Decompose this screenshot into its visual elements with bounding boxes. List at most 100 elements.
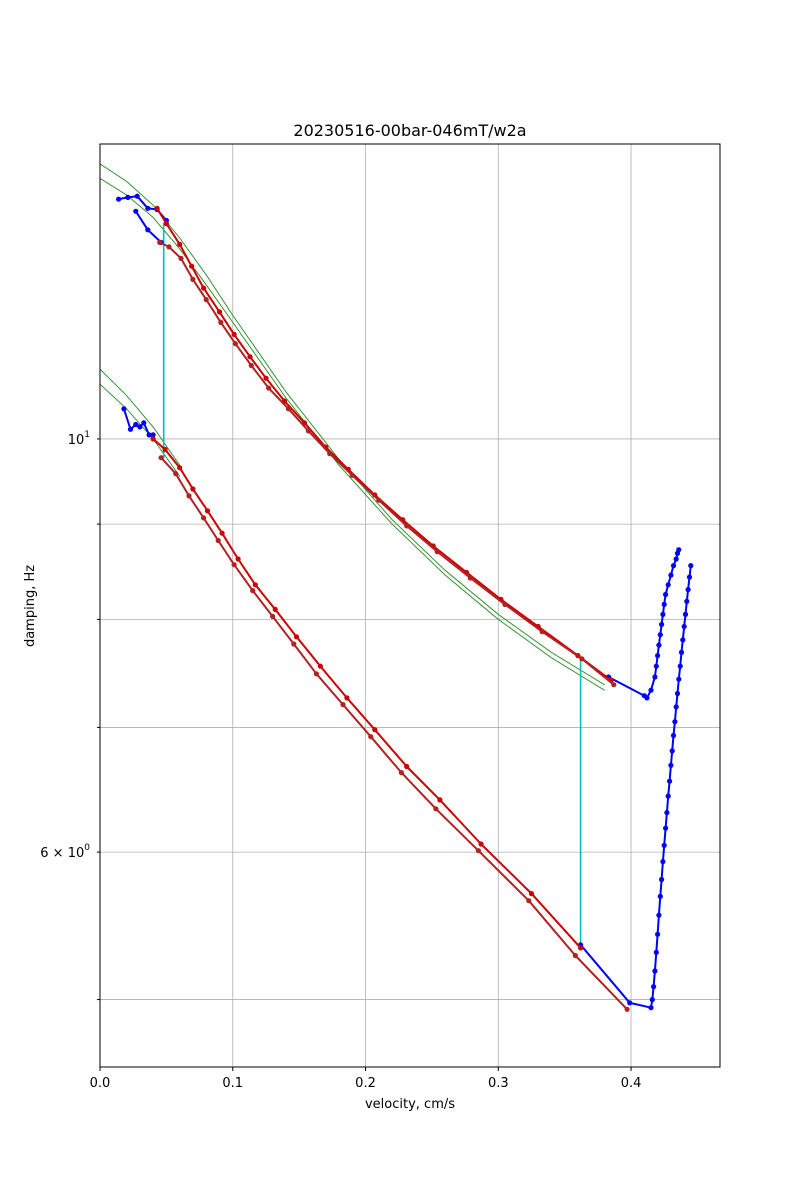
data-point-processed bbox=[572, 952, 578, 959]
data-point-processed bbox=[344, 695, 350, 701]
data-point-processed bbox=[216, 309, 223, 315]
data-point-raw bbox=[663, 825, 669, 831]
data-point-raw bbox=[627, 1000, 633, 1006]
data-point-processed bbox=[177, 241, 183, 247]
x-tick-label: 0.4 bbox=[621, 1076, 642, 1091]
data-point-processed bbox=[247, 354, 253, 360]
y-axis: 101 6 × 100 bbox=[40, 430, 100, 1001]
data-point-processed bbox=[150, 436, 156, 442]
data-point-raw bbox=[127, 426, 134, 432]
data-point-raw bbox=[661, 842, 667, 849]
data-point-processed bbox=[539, 629, 545, 635]
data-point-raw bbox=[134, 193, 140, 199]
data-point-raw bbox=[653, 663, 659, 669]
data-point-raw bbox=[686, 574, 693, 580]
data-point-processed bbox=[266, 385, 272, 391]
data-point-processed bbox=[404, 763, 410, 770]
series-line-fit bbox=[99, 177, 605, 691]
data-point-processed bbox=[231, 331, 237, 337]
data-point-processed bbox=[270, 613, 276, 620]
series-line-fit bbox=[99, 368, 181, 466]
data-point-raw bbox=[137, 424, 143, 430]
plot-frame bbox=[99, 143, 721, 1068]
data-point-raw bbox=[648, 687, 654, 693]
data-point-processed bbox=[232, 341, 238, 347]
data-point-raw bbox=[651, 984, 657, 990]
data-point-processed bbox=[248, 362, 254, 369]
data-point-raw bbox=[644, 695, 650, 701]
data-point-processed bbox=[201, 285, 207, 291]
data-point-processed bbox=[478, 841, 484, 847]
data-point-processed bbox=[340, 702, 346, 708]
data-point-processed bbox=[502, 601, 508, 608]
data-point-raw bbox=[657, 632, 663, 638]
data-point-raw bbox=[652, 968, 658, 974]
data-point-processed bbox=[372, 727, 378, 733]
data-point-raw bbox=[665, 582, 671, 588]
data-point-processed bbox=[475, 848, 481, 854]
data-point-processed bbox=[611, 682, 617, 688]
data-point-raw bbox=[146, 432, 152, 438]
data-point-processed bbox=[578, 945, 584, 951]
data-point-raw bbox=[680, 637, 686, 643]
series-line-processed bbox=[160, 456, 629, 1011]
data-point-raw bbox=[674, 690, 681, 697]
data-point-raw bbox=[672, 719, 678, 725]
data-point-raw bbox=[141, 420, 147, 426]
data-point-processed bbox=[434, 549, 440, 555]
grid bbox=[99, 144, 720, 1067]
data-point-raw bbox=[649, 997, 655, 1003]
data-point-processed bbox=[218, 319, 224, 325]
data-point-raw bbox=[133, 421, 139, 428]
data-point-processed bbox=[190, 486, 196, 492]
data-point-processed bbox=[349, 472, 355, 478]
plot-area bbox=[99, 163, 694, 1012]
data-point-processed bbox=[219, 530, 225, 536]
data-point-processed bbox=[398, 770, 404, 776]
x-axis-label: velocity, cm/s bbox=[365, 1097, 455, 1112]
data-point-processed bbox=[579, 656, 585, 662]
data-point-raw bbox=[673, 556, 679, 562]
data-point-raw bbox=[668, 762, 674, 768]
data-point-processed bbox=[250, 588, 256, 594]
series-line-fit bbox=[99, 163, 605, 686]
data-point-processed bbox=[293, 634, 300, 640]
data-point-raw bbox=[659, 621, 665, 628]
data-point-processed bbox=[203, 297, 209, 303]
data-point-processed bbox=[528, 891, 535, 897]
data-point-raw bbox=[664, 810, 670, 816]
data-point-processed bbox=[285, 406, 292, 412]
series-line-fit bbox=[99, 383, 181, 477]
data-point-processed bbox=[158, 455, 164, 461]
data-point-raw bbox=[678, 649, 685, 656]
data-point-raw bbox=[688, 563, 694, 569]
data-point-processed bbox=[263, 375, 269, 381]
data-point-raw bbox=[667, 778, 673, 784]
data-point-raw bbox=[661, 601, 667, 608]
data-point-raw bbox=[676, 676, 682, 682]
data-point-processed bbox=[327, 451, 333, 457]
data-point-raw bbox=[655, 653, 661, 659]
data-point-raw bbox=[653, 949, 659, 956]
y-axis-label: damping, Hz bbox=[23, 565, 38, 647]
x-tick-label: 0.0 bbox=[90, 1076, 111, 1091]
data-point-processed bbox=[624, 1006, 630, 1012]
data-point-processed bbox=[157, 239, 163, 245]
data-point-raw bbox=[133, 208, 139, 214]
data-point-raw bbox=[670, 563, 677, 569]
data-point-processed bbox=[437, 797, 443, 803]
data-point-processed bbox=[305, 428, 311, 434]
data-point-raw bbox=[670, 732, 677, 739]
data-point-processed bbox=[215, 537, 221, 544]
data-point-processed bbox=[178, 255, 184, 261]
data-point-raw bbox=[660, 611, 666, 618]
x-tick-label: 0.3 bbox=[488, 1076, 509, 1091]
data-point-processed bbox=[190, 276, 196, 282]
data-point-raw bbox=[656, 642, 662, 648]
x-tick-label: 0.2 bbox=[355, 1076, 376, 1091]
data-point-raw bbox=[659, 876, 665, 883]
data-point-processed bbox=[201, 515, 207, 521]
data-point-processed bbox=[433, 806, 439, 812]
chart-title: 20230516-00bar-046mT/w2a bbox=[293, 121, 526, 140]
